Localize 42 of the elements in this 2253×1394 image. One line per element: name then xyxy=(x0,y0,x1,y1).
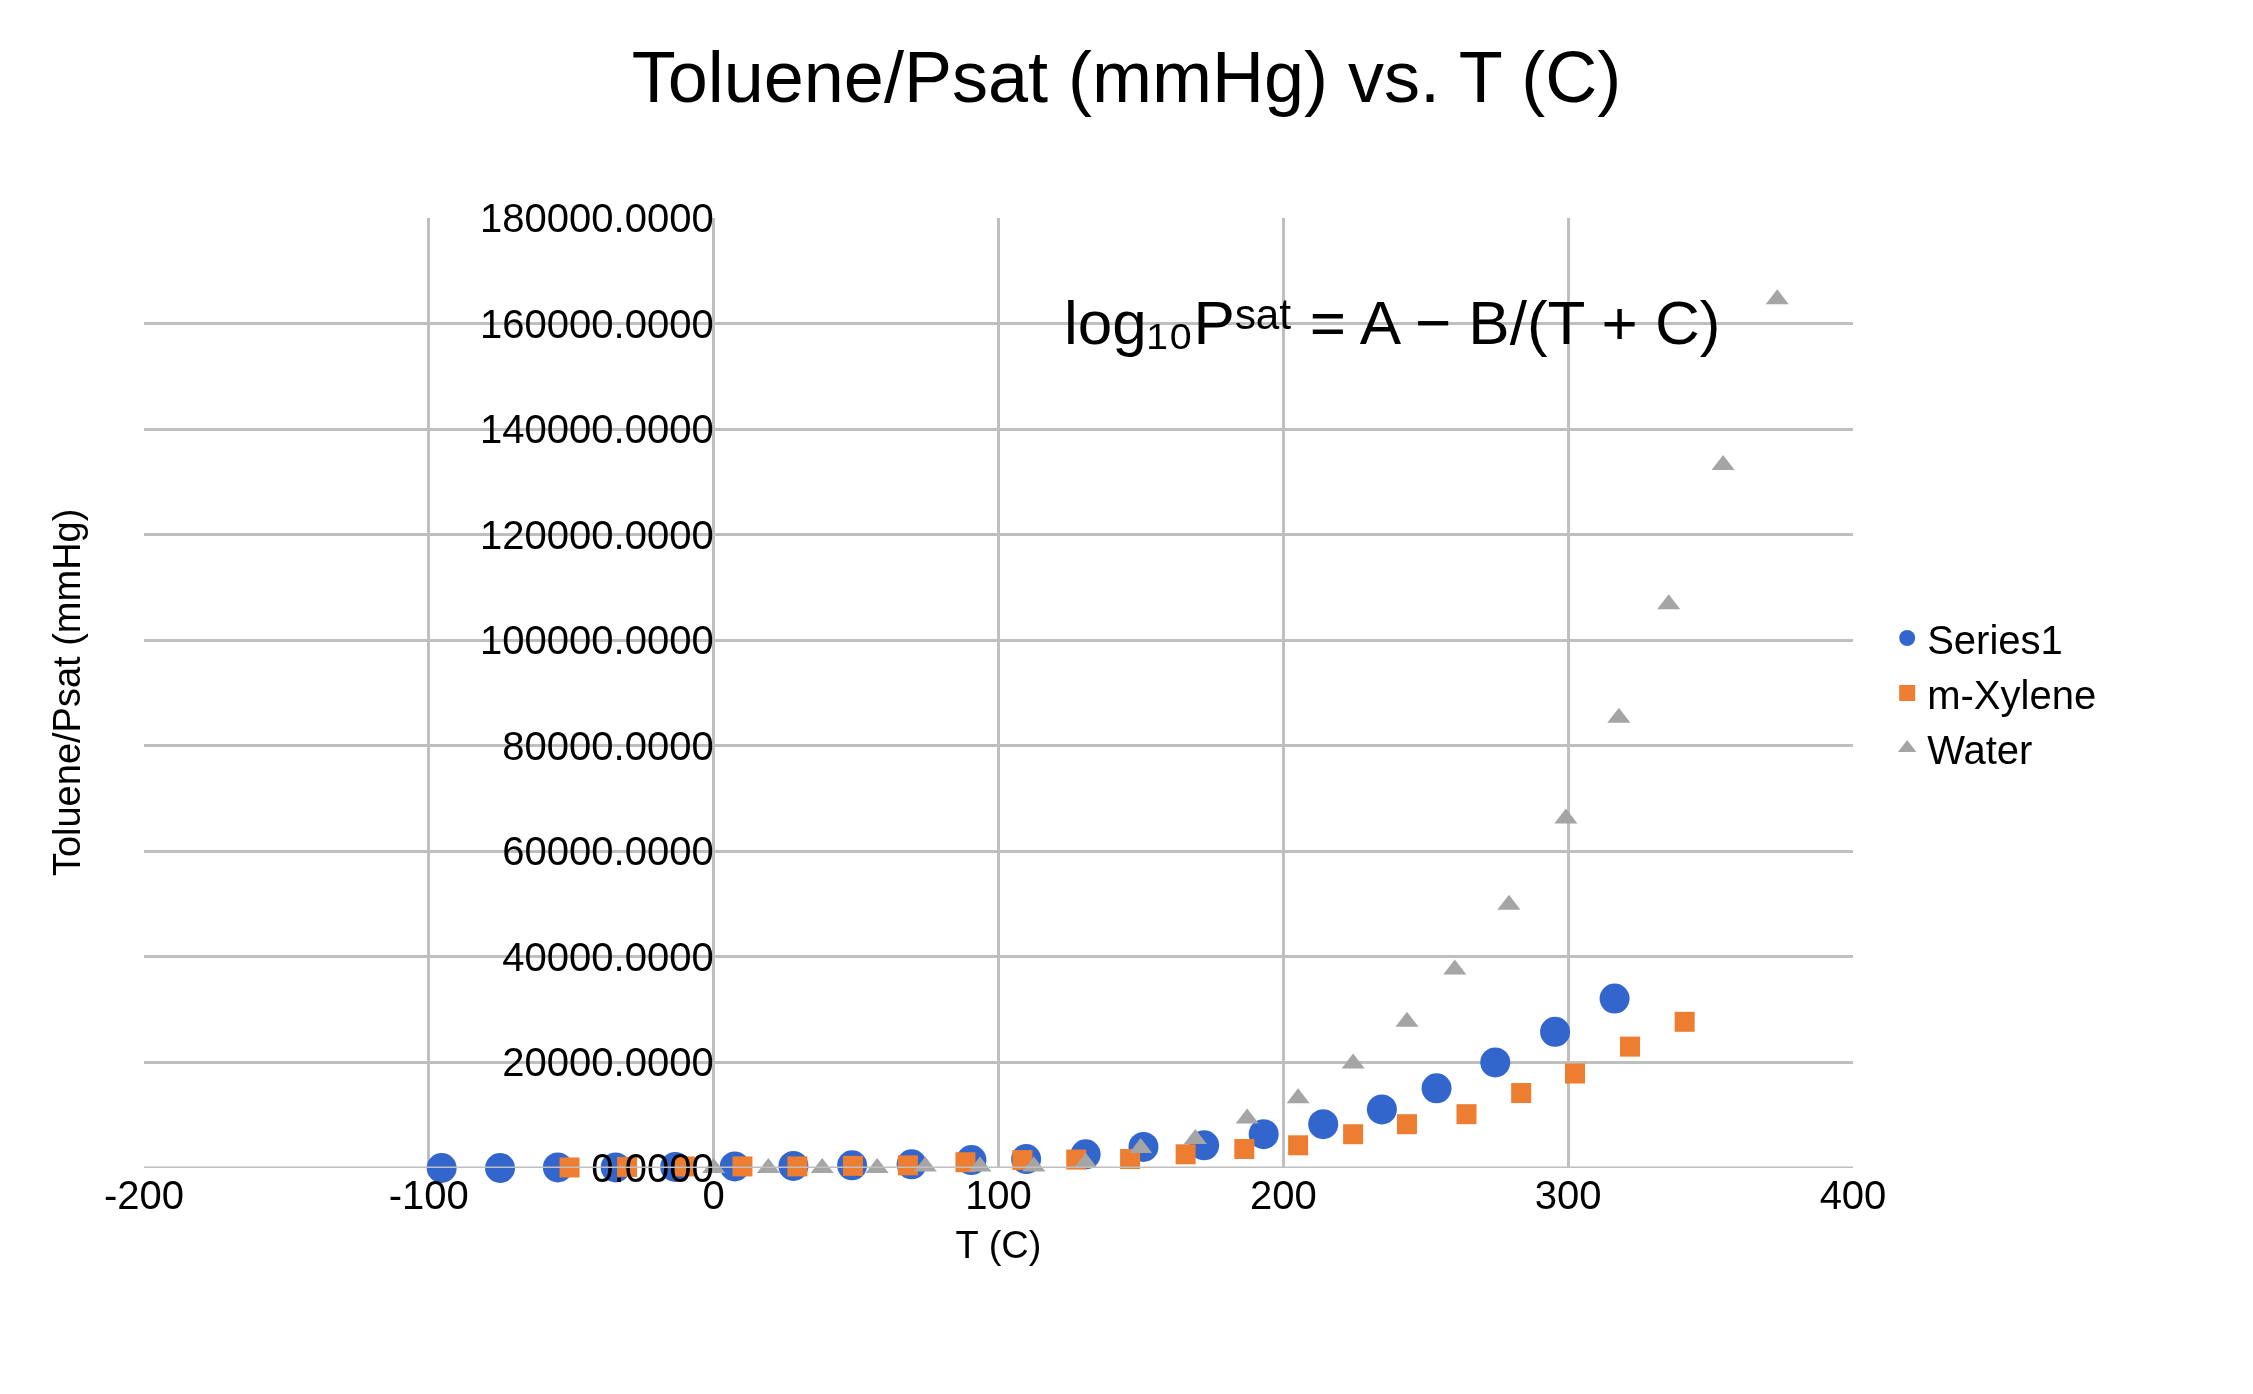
point xyxy=(485,1153,516,1183)
point xyxy=(1511,1083,1532,1104)
legend-label: Series1 xyxy=(1927,617,2063,662)
x-tick-label: 200 xyxy=(1249,1173,1317,1217)
y-tick-label: 80000.0000 xyxy=(502,723,714,768)
point xyxy=(1396,1114,1417,1135)
point xyxy=(1599,983,1630,1014)
chart-title: Toluene/Psat (mmHg) vs. T (C) xyxy=(631,36,1622,117)
annotation: log₁₀Pˢᵃᵗ = A − B/(T + C) xyxy=(1064,288,1721,357)
point xyxy=(1674,1011,1695,1032)
legend-label: m-Xylene xyxy=(1927,672,2097,717)
point xyxy=(1366,1094,1397,1125)
y-tick-label: 100000.0000 xyxy=(480,618,714,663)
y-tick-label: 20000.0000 xyxy=(502,1040,714,1085)
point xyxy=(1175,1144,1196,1165)
point xyxy=(426,1153,457,1183)
x-tick-label: 100 xyxy=(965,1173,1032,1217)
x-tick-label: 400 xyxy=(1819,1173,1887,1217)
y-axis-title: Toluene/Psat (mmHg) xyxy=(46,508,89,877)
point xyxy=(1456,1104,1477,1125)
y-tick-label: 120000.0000 xyxy=(480,512,714,557)
point xyxy=(1308,1109,1339,1140)
y-tick-label: 40000.0000 xyxy=(502,934,714,979)
x-tick-label: 300 xyxy=(1534,1173,1602,1217)
x-axis-title: T (C) xyxy=(955,1224,1042,1267)
y-tick-label: 160000.0000 xyxy=(480,301,714,346)
legend-label: Water xyxy=(1927,727,2033,772)
x-tick-label: -100 xyxy=(388,1173,469,1217)
point xyxy=(1234,1139,1255,1159)
point xyxy=(1248,1119,1279,1150)
point xyxy=(1540,1016,1571,1047)
point xyxy=(1619,1036,1640,1057)
point xyxy=(1343,1124,1364,1145)
x-tick-label: -200 xyxy=(103,1173,185,1217)
point xyxy=(1421,1073,1452,1104)
point xyxy=(1288,1135,1309,1156)
point xyxy=(559,1157,580,1178)
point xyxy=(1565,1063,1585,1084)
y-tick-label: 140000.0000 xyxy=(480,407,714,452)
point xyxy=(1480,1047,1511,1078)
y-tick-label: 60000.0000 xyxy=(502,829,714,874)
y-tick-label: 180000.0000 xyxy=(480,196,714,240)
